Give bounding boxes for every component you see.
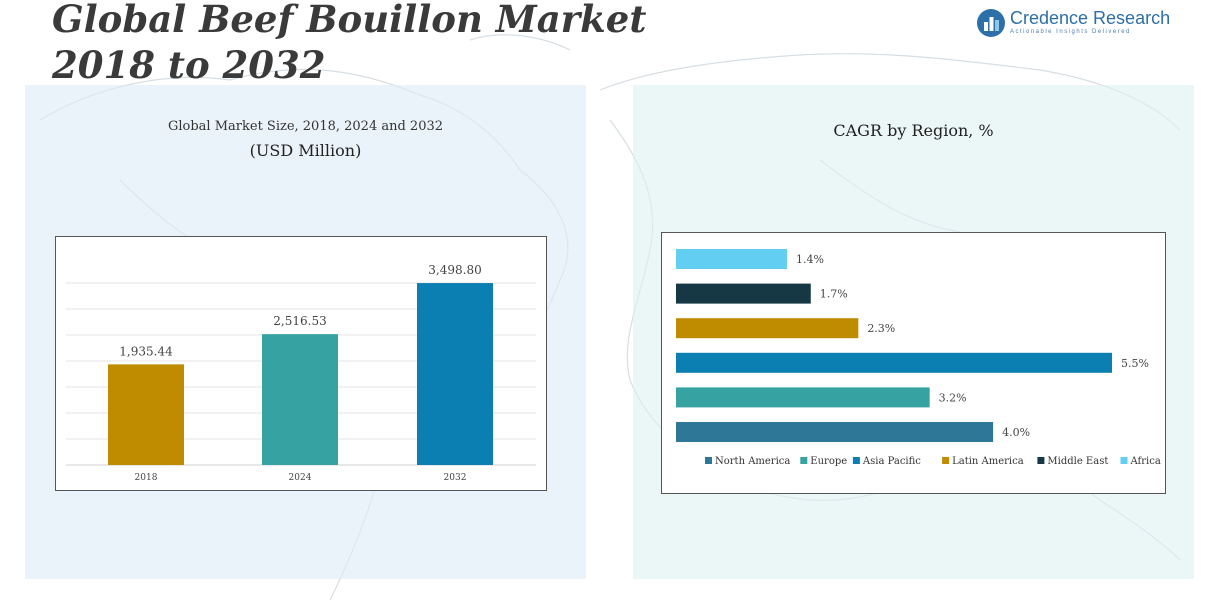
bar-latin-america: [676, 318, 859, 339]
bar-value-label-2018: 1,935.44: [119, 344, 173, 358]
legend-swatch-latin-america: [942, 457, 950, 464]
legend-label-africa: Africa: [1130, 456, 1161, 467]
bar-value-label-africa: 1.4%: [796, 253, 824, 266]
logo-bars-icon: [977, 9, 1005, 37]
x-tick-label-2032: 2032: [444, 473, 467, 483]
page-title: Global Beef Bouillon Market 2018 to 2032: [52, 0, 646, 88]
logo-tagline: Actionable Insights Delivered: [1010, 29, 1131, 35]
bar-2018: [108, 364, 184, 465]
legend-label-europe: Europe: [810, 456, 847, 467]
market-size-panel: Global Market Size, 2018, 2024 and 2032 …: [25, 85, 586, 579]
bar-value-label-2024: 2,516.53: [273, 314, 326, 328]
bar-europe: [676, 387, 930, 408]
cagr-horizontal-bar-chart: 1.4% 1.7% 2.3% 5.5% 3.2% 4.0% North America Eur…: [676, 249, 1161, 467]
bar-2024: [262, 334, 338, 465]
market-size-bar-chart: 1,935.44 2018 2,516.53 2024 3,498.80 2032: [66, 263, 536, 483]
market-size-chart-title: Global Market Size, 2018, 2024 and 2032: [167, 119, 444, 134]
bar-middle-east: [676, 283, 811, 304]
legend: North America Europe Asia Pacific Latin Ame…: [705, 456, 1161, 467]
legend-swatch-north-america: [705, 457, 712, 464]
bar-value-label-asia-pacific: 5.5%: [1121, 357, 1149, 370]
bar-2032: [417, 283, 493, 465]
bar-value-label-2032: 3,498.80: [428, 263, 481, 277]
x-tick-label-2024: 2024: [289, 473, 312, 483]
bar-value-label-north-america: 4.0%: [1002, 426, 1030, 439]
legend-label-asia-pacific: Asia Pacific: [862, 456, 921, 467]
bar-north-america: [676, 422, 994, 442]
legend-swatch-africa: [1120, 457, 1128, 464]
legend-swatch-asia-pacific: [852, 457, 860, 464]
title-line-2: 2018 to 2032: [52, 43, 326, 87]
cagr-panel: CAGR by Region, % 1.4% 1.7% 2.3% 5.5% 3.2% 4.…: [633, 85, 1194, 579]
logo-name: Credence Research: [1010, 8, 1171, 28]
bar-africa: [676, 249, 787, 269]
legend-label-north-america: North America: [715, 456, 790, 467]
bar-asia-pacific: [676, 352, 1112, 373]
market-size-chart-frame: 1,935.44 2018 2,516.53 2024 3,498.80 2032: [55, 236, 547, 491]
title-line-1: Global Beef Bouillon Market: [52, 0, 647, 41]
legend-label-latin-america: Latin America: [952, 456, 1024, 467]
cagr-chart-title: CAGR by Region, %: [833, 121, 994, 140]
legend-swatch-middle-east: [1037, 457, 1045, 464]
legend-swatch-europe: [800, 457, 808, 464]
bar-value-label-latin-america: 2.3%: [867, 322, 895, 335]
cagr-chart-frame: 1.4% 1.7% 2.3% 5.5% 3.2% 4.0% North America Eur…: [661, 232, 1166, 494]
legend-label-middle-east: Middle East: [1047, 456, 1108, 467]
market-size-chart-subtitle: (USD Million): [249, 141, 362, 160]
bar-value-label-middle-east: 1.7%: [820, 288, 848, 301]
bar-value-label-europe: 3.2%: [939, 391, 967, 404]
credence-research-logo[interactable]: Credence Research Actionable Insights De…: [976, 8, 1176, 40]
x-tick-label-2018: 2018: [135, 473, 158, 483]
